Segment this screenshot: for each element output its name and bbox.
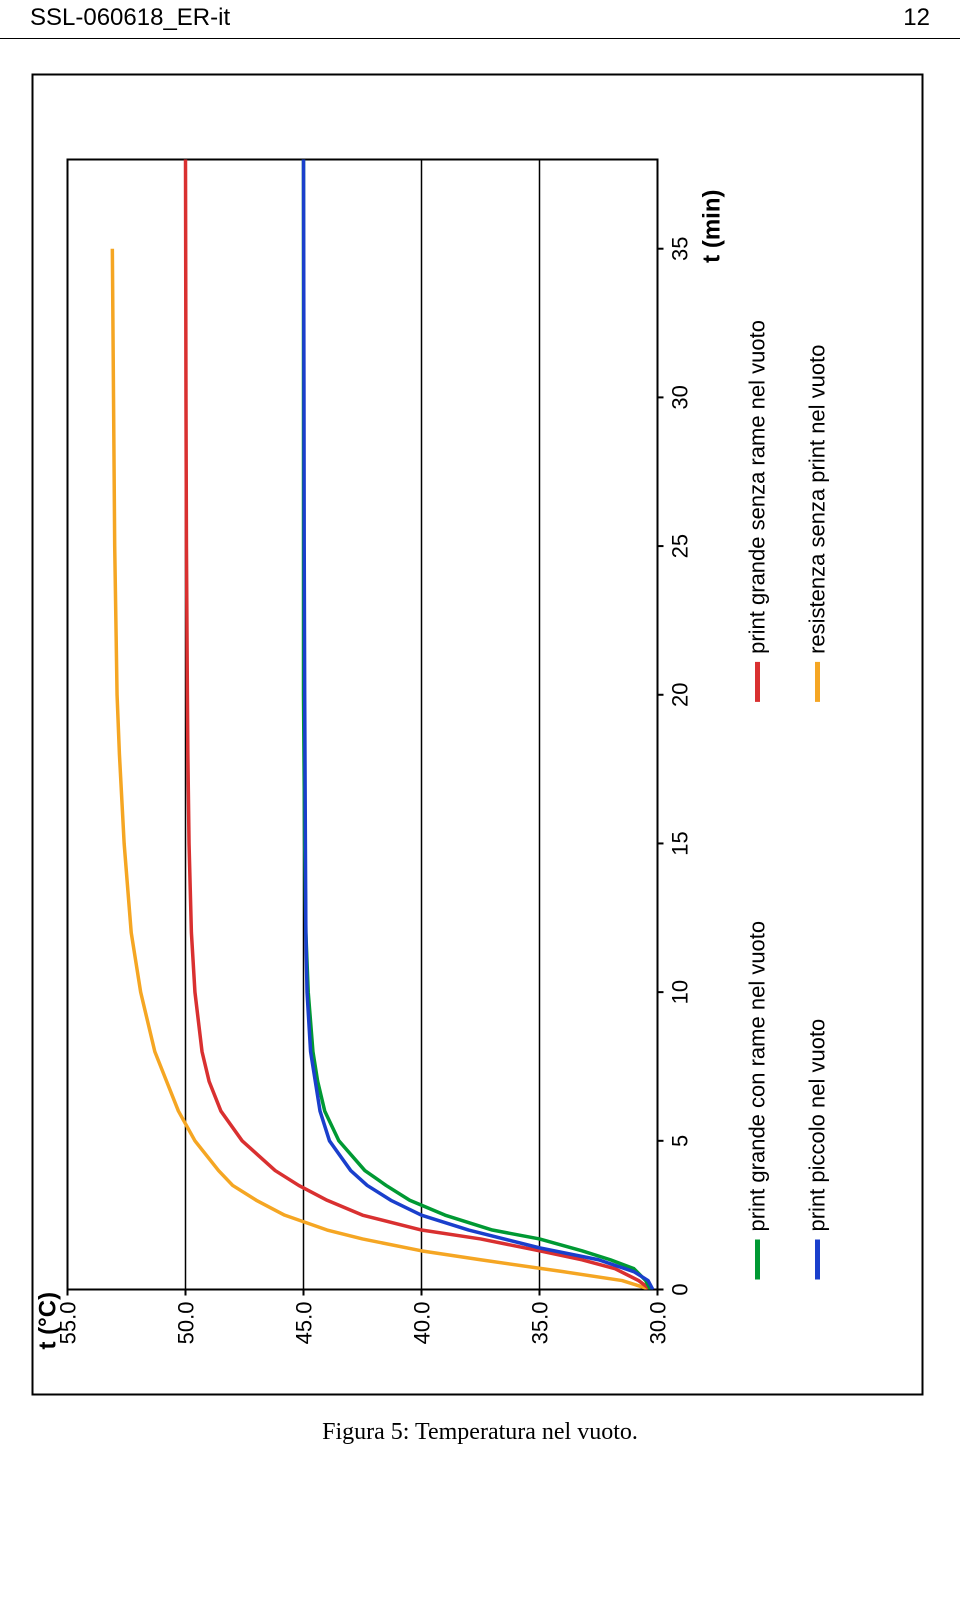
chart-wrapper: 30.035.040.045.050.055.005101520253035t …	[30, 69, 930, 1399]
svg-text:25: 25	[668, 533, 693, 557]
svg-text:0: 0	[668, 1283, 693, 1295]
svg-text:10: 10	[668, 979, 693, 1003]
svg-text:35: 35	[668, 236, 693, 260]
svg-text:40.0: 40.0	[410, 1301, 435, 1344]
page-container: 30.035.040.045.050.055.005101520253035t …	[0, 39, 960, 1476]
figure-caption: Figura 5: Temperatura nel vuoto.	[322, 1419, 638, 1446]
rotated-chart: 30.035.040.045.050.055.005101520253035t …	[28, 69, 933, 1399]
svg-text:45.0: 45.0	[292, 1301, 317, 1344]
svg-text:print piccolo nel vuoto: print piccolo nel vuoto	[805, 1018, 830, 1231]
line-chart: 30.035.040.045.050.055.005101520253035t …	[28, 69, 928, 1399]
svg-text:20: 20	[668, 682, 693, 706]
svg-text:35.0: 35.0	[528, 1301, 553, 1344]
svg-text:5: 5	[668, 1134, 693, 1146]
svg-text:30.0: 30.0	[646, 1301, 671, 1344]
page-number: 12	[903, 4, 930, 32]
svg-text:30: 30	[668, 385, 693, 409]
svg-text:15: 15	[668, 831, 693, 855]
svg-text:print grande senza rame nel vu: print grande senza rame nel vuoto	[745, 320, 770, 654]
svg-text:50.0: 50.0	[174, 1301, 199, 1344]
svg-text:t (°C): t (°C)	[35, 1291, 62, 1349]
svg-text:resistenza senza print nel vuo: resistenza senza print nel vuoto	[805, 344, 830, 653]
doc-id: SSL-060618_ER-it	[30, 4, 230, 32]
svg-text:print grande con rame nel vuot: print grande con rame nel vuoto	[745, 920, 770, 1231]
svg-text:t (min): t (min)	[699, 189, 726, 262]
